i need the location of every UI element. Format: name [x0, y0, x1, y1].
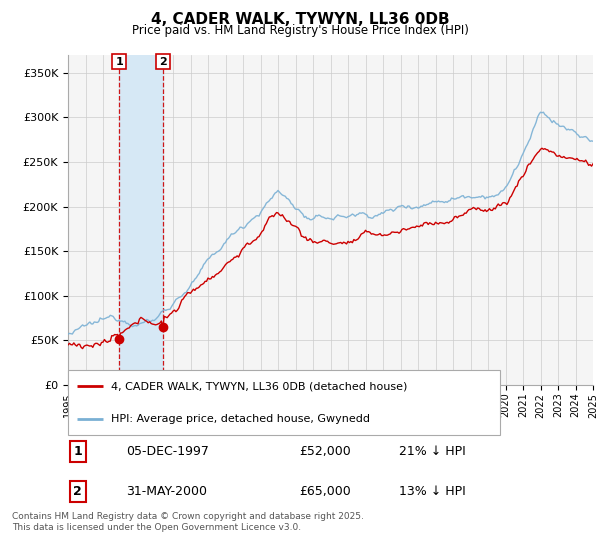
FancyBboxPatch shape — [68, 370, 500, 435]
Text: £65,000: £65,000 — [299, 485, 351, 498]
Text: 31-MAY-2000: 31-MAY-2000 — [126, 485, 207, 498]
Text: 05-DEC-1997: 05-DEC-1997 — [126, 445, 209, 458]
Text: HPI: Average price, detached house, Gwynedd: HPI: Average price, detached house, Gwyn… — [111, 414, 370, 424]
Text: £52,000: £52,000 — [299, 445, 351, 458]
Text: 13% ↓ HPI: 13% ↓ HPI — [399, 485, 466, 498]
Text: 4, CADER WALK, TYWYN, LL36 0DB: 4, CADER WALK, TYWYN, LL36 0DB — [151, 12, 449, 27]
Text: 2: 2 — [159, 57, 167, 67]
Bar — [119, 55, 163, 385]
Text: Price paid vs. HM Land Registry's House Price Index (HPI): Price paid vs. HM Land Registry's House … — [131, 24, 469, 37]
Text: 21% ↓ HPI: 21% ↓ HPI — [399, 445, 466, 458]
Text: Contains HM Land Registry data © Crown copyright and database right 2025.
This d: Contains HM Land Registry data © Crown c… — [12, 512, 364, 532]
Text: 1: 1 — [115, 57, 123, 67]
Text: 1: 1 — [73, 445, 82, 458]
Text: 2: 2 — [73, 485, 82, 498]
Text: 4, CADER WALK, TYWYN, LL36 0DB (detached house): 4, CADER WALK, TYWYN, LL36 0DB (detached… — [111, 381, 407, 391]
